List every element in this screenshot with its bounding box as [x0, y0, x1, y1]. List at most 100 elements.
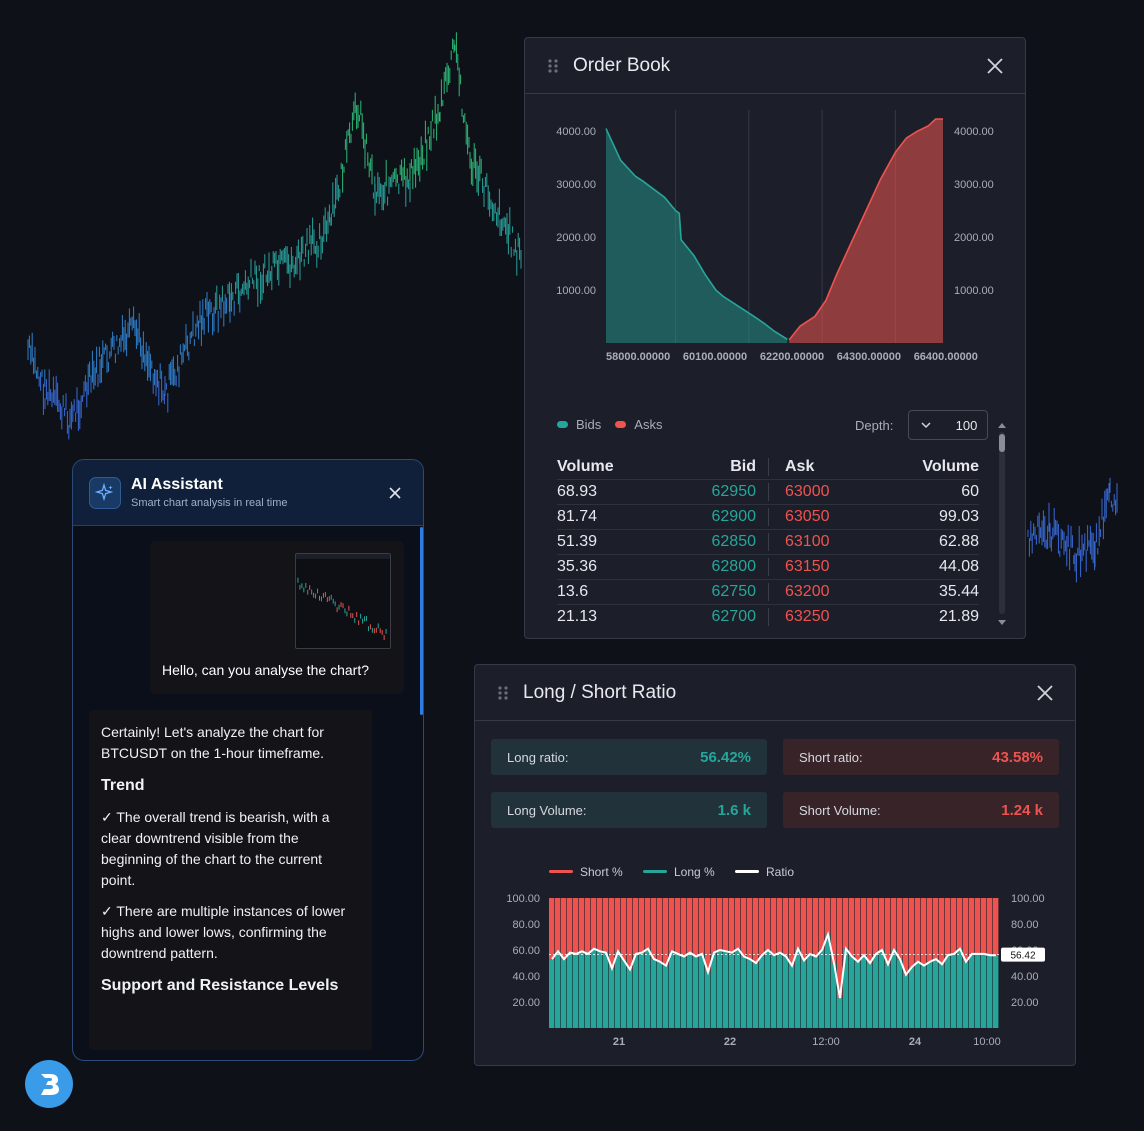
- short-bar: [885, 898, 891, 965]
- long-ratio-label: Long ratio:: [507, 749, 569, 765]
- depth-control: Depth: 100: [855, 410, 989, 440]
- legend-long-label[interactable]: Long %: [674, 865, 715, 879]
- long-bar: [987, 955, 993, 1028]
- short-bar: [837, 898, 843, 999]
- long-bar: [951, 953, 957, 1028]
- long-bar: [621, 960, 627, 1028]
- y-tick-label-right: 4000.00: [954, 126, 994, 138]
- x-tick-label: 66400.00000: [914, 351, 978, 363]
- long-bar: [723, 951, 729, 1028]
- scroll-down-icon[interactable]: [996, 618, 1008, 628]
- short-bar: [945, 898, 951, 956]
- long-ratio-card: Long ratio: 56.42%: [491, 739, 767, 775]
- short-bar: [669, 898, 675, 952]
- close-icon[interactable]: [985, 56, 1005, 76]
- short-ratio-card: Short ratio: 43.58%: [783, 739, 1059, 775]
- chart-screenshot-thumbnail[interactable]: [295, 553, 391, 649]
- scroll-thumb[interactable]: [999, 434, 1005, 452]
- bid-price: 62850: [711, 533, 757, 550]
- scroll-up-icon[interactable]: [996, 420, 1008, 430]
- order-book-scrollbar[interactable]: [996, 418, 1008, 630]
- long-bar: [765, 950, 771, 1028]
- short-bar: [939, 898, 945, 965]
- short-bar: [987, 898, 993, 956]
- short-bar: [561, 898, 567, 960]
- order-book-header[interactable]: Order Book: [525, 38, 1025, 94]
- close-icon[interactable]: [1035, 683, 1055, 703]
- ask-price: 63000: [785, 483, 830, 500]
- close-icon[interactable]: [385, 483, 405, 503]
- assistant-scrollbar[interactable]: [420, 527, 423, 715]
- long-bar: [693, 956, 699, 1028]
- brand-logo-button[interactable]: [25, 1060, 73, 1108]
- bid-price: 62800: [711, 558, 757, 575]
- short-bar: [603, 898, 609, 953]
- bid-volume: 21.13: [557, 608, 598, 625]
- long-bar: [873, 953, 879, 1028]
- long-bar: [549, 959, 555, 1028]
- trend-heading: Trend: [101, 777, 145, 794]
- order-book-row[interactable]: 35.36 62800 63150 44.08: [557, 555, 979, 580]
- short-bar: [735, 898, 741, 949]
- ratio-line: [551, 930, 996, 999]
- long-bar: [969, 953, 975, 1028]
- long-bar: [915, 961, 921, 1028]
- long-bar: [867, 963, 873, 1028]
- long-bar: [567, 952, 573, 1028]
- short-bar: [903, 898, 909, 975]
- long-ratio-value: 56.42%: [700, 748, 751, 766]
- assistant-message: Certainly! Let's analyze the chart for B…: [89, 710, 372, 1050]
- short-bar: [909, 898, 915, 967]
- legend-ratio-label[interactable]: Ratio: [766, 865, 794, 879]
- ask-price: 63050: [785, 508, 830, 525]
- order-book-row[interactable]: 51.39 62850 63100 62.88: [557, 530, 979, 555]
- legend-bids[interactable]: Bids: [557, 417, 601, 432]
- long-bar: [705, 972, 711, 1028]
- scroll-track[interactable]: [999, 432, 1005, 614]
- support-resistance-heading: Support and Resistance Levels: [101, 977, 339, 994]
- long-volume-value: 1.6 k: [717, 801, 751, 819]
- order-book-row[interactable]: 21.13 62700 63250 21.89: [557, 605, 979, 629]
- short-bar: [807, 898, 813, 954]
- order-book-row[interactable]: 68.93 62950 63000 60: [557, 480, 979, 505]
- short-bar: [663, 898, 669, 966]
- short-bar: [597, 898, 603, 952]
- short-bar: [627, 898, 633, 970]
- long-bar: [627, 969, 633, 1028]
- short-bar: [585, 898, 591, 954]
- long-bar: [843, 948, 849, 1028]
- short-bar: [675, 898, 681, 954]
- long-bar: [729, 952, 735, 1028]
- short-bar: [717, 898, 723, 950]
- long-bar: [687, 952, 693, 1028]
- header-volume-bid: Volume: [557, 458, 614, 475]
- ask-price: 63250: [785, 608, 830, 625]
- long-short-header[interactable]: Long / Short Ratio: [475, 665, 1075, 721]
- long-bar: [747, 959, 753, 1028]
- short-bar: [813, 898, 819, 957]
- short-bar: [759, 898, 765, 956]
- short-bar: [555, 898, 561, 952]
- drag-handle-icon[interactable]: [547, 58, 559, 74]
- short-bar: [897, 898, 903, 960]
- bid-volume: 51.39: [557, 533, 598, 550]
- depth-chart-legend: Bids Asks: [557, 412, 676, 436]
- assistant-subtitle: Smart chart analysis in real time: [131, 497, 288, 509]
- legend-short-label[interactable]: Short %: [580, 865, 623, 879]
- order-book-row[interactable]: 13.6 62750 63200 35.44: [557, 580, 979, 605]
- legend-asks[interactable]: Asks: [615, 417, 662, 432]
- y-tick-label-right: 40.00: [1011, 971, 1039, 983]
- short-bar: [765, 898, 771, 950]
- long-bar: [795, 948, 801, 1028]
- user-message-text: Hello, can you analyse the chart?: [162, 662, 370, 678]
- long-bar: [663, 965, 669, 1028]
- long-bar: [945, 955, 951, 1028]
- drag-handle-icon[interactable]: [497, 685, 509, 701]
- short-bar: [699, 898, 705, 954]
- long-short-chart: Short % Long % Ratio 100.00 100.00 80.00 80.00…: [506, 865, 1045, 1048]
- depth-select[interactable]: 100: [908, 410, 989, 440]
- order-book-row[interactable]: 81.74 62900 63050 99.03: [557, 505, 979, 530]
- short-volume-card: Short Volume: 1.24 k: [783, 792, 1059, 828]
- long-bar: [639, 952, 645, 1028]
